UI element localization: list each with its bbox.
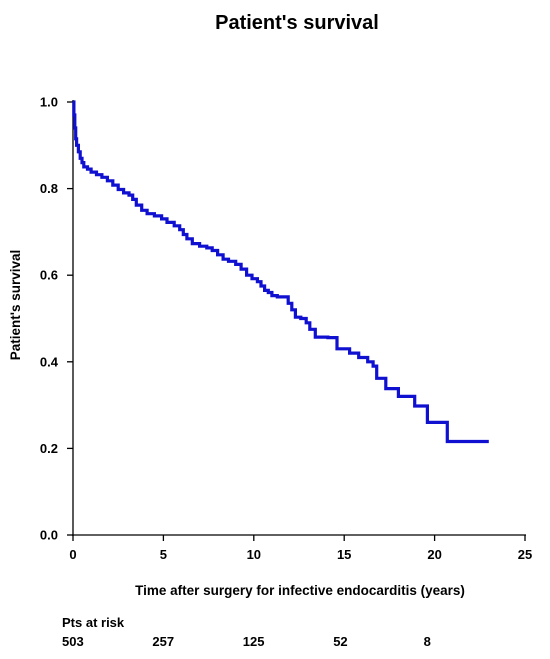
chart-title: Patient's survival — [215, 12, 379, 34]
at-risk-label: Pts at risk — [62, 615, 125, 630]
y-tick-label: 0.0 — [40, 528, 58, 543]
survival-curve-line — [72, 100, 489, 444]
x-tick-label: 10 — [247, 547, 261, 562]
at-risk-value: 257 — [152, 634, 174, 649]
at-risk-value: 8 — [424, 634, 431, 649]
at-risk-row: 503 257 125 52 8 — [62, 634, 431, 649]
x-tick-label: 15 — [337, 547, 351, 562]
y-tick-label: 0.2 — [40, 441, 58, 456]
y-tick-label: 0.6 — [40, 268, 58, 283]
x-axis-title: Time after surgery for infective endocar… — [135, 583, 465, 598]
y-tick-label: 0.8 — [40, 181, 58, 196]
y-tick-label: 1.0 — [40, 95, 58, 110]
plot-area: 0.0 0.2 0.4 0.6 0.8 1.0 0 5 10 15 20 25 — [40, 95, 532, 563]
y-tick-label: 0.4 — [40, 354, 59, 369]
y-axis-title: Patient's survival — [8, 250, 23, 361]
x-tick-label: 0 — [69, 547, 76, 562]
at-risk-value: 52 — [333, 634, 347, 649]
x-tick-label: 25 — [518, 547, 532, 562]
x-tick-label: 20 — [427, 547, 441, 562]
at-risk-value: 503 — [62, 634, 84, 649]
at-risk-value: 125 — [243, 634, 265, 649]
x-tick-label: 5 — [160, 547, 167, 562]
